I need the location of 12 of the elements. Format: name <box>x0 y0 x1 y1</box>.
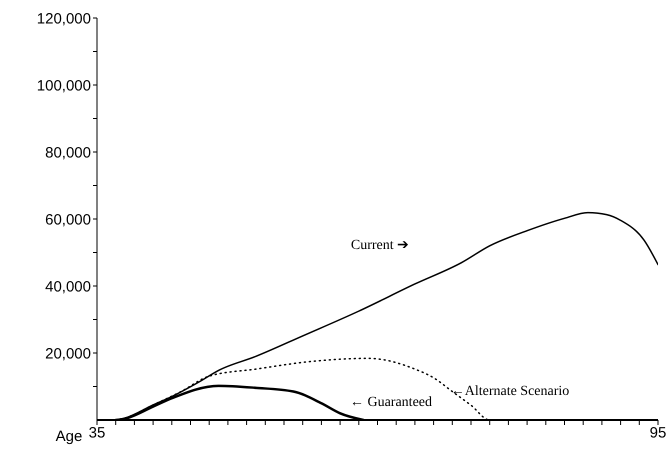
y-tick-label: 100,000 <box>36 77 91 94</box>
annotation: ←Alternate Scenario <box>450 384 570 400</box>
y-tick-label: 20,000 <box>45 345 91 362</box>
y-tick-label: 120,000 <box>36 10 91 28</box>
annotation: ← Guaranteed <box>350 395 432 411</box>
y-tick-label: 80,000 <box>45 144 91 162</box>
y-tick-label: 60,000 <box>45 211 91 228</box>
x-tick-label: 95 <box>650 424 666 442</box>
x-tick-label: 35 <box>88 424 106 442</box>
x-axis-title: Age <box>56 428 82 445</box>
y-tick-label: 40,000 <box>45 278 91 296</box>
annotation: Current ➔ <box>350 237 410 254</box>
